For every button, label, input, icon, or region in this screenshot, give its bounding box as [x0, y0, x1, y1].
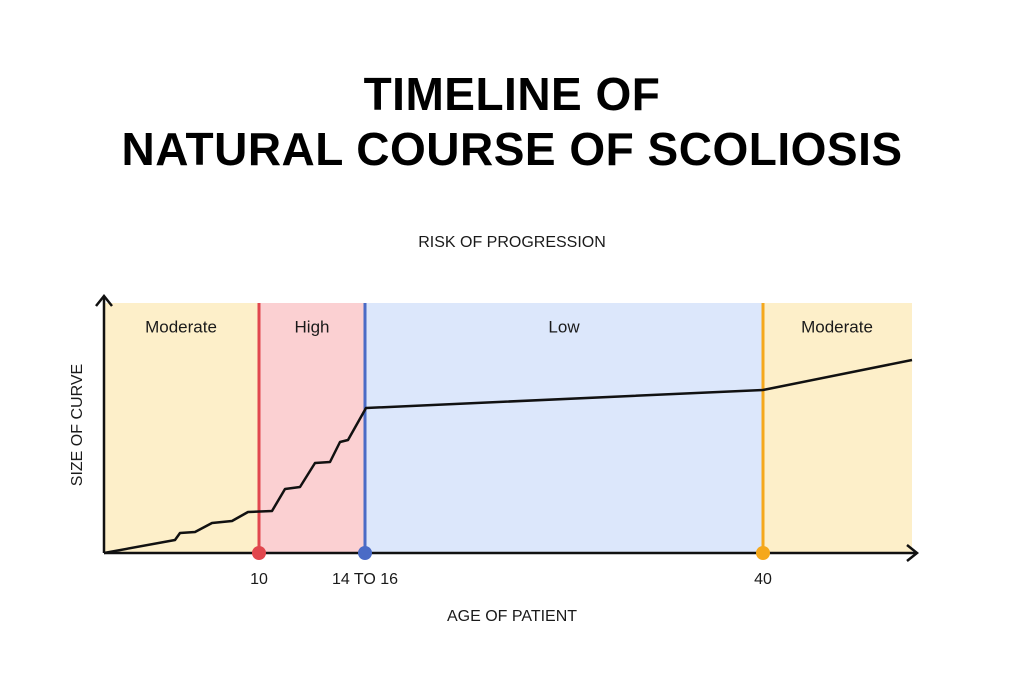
title-line: TIMELINE OF [364, 68, 661, 120]
subtitle: RISK OF PROGRESSION [418, 234, 606, 251]
curve [103, 358, 913, 555]
marker-dot [756, 546, 770, 560]
zone-moderate [104, 303, 259, 553]
zone-label: High [295, 317, 330, 336]
zone-low [365, 303, 763, 553]
zone-high [259, 303, 365, 553]
title-line: NATURAL COURSE OF SCOLIOSIS [121, 123, 902, 175]
marker-label: 10 [250, 571, 268, 588]
zone-label: Moderate [801, 317, 873, 336]
marker-label: 40 [754, 571, 772, 588]
zone-label: Moderate [145, 317, 217, 336]
marker-dot [358, 546, 372, 560]
marker-dot [252, 546, 266, 560]
zone-moderate [763, 303, 912, 553]
axis-arrow [906, 544, 920, 562]
marker-label: 14 TO 16 [332, 571, 398, 588]
x-axis-label: AGE OF PATIENT [447, 608, 577, 625]
zone-label: Low [548, 317, 580, 336]
axis-arrow [95, 293, 113, 307]
y-axis-label: SIZE OF CURVE [69, 364, 86, 486]
